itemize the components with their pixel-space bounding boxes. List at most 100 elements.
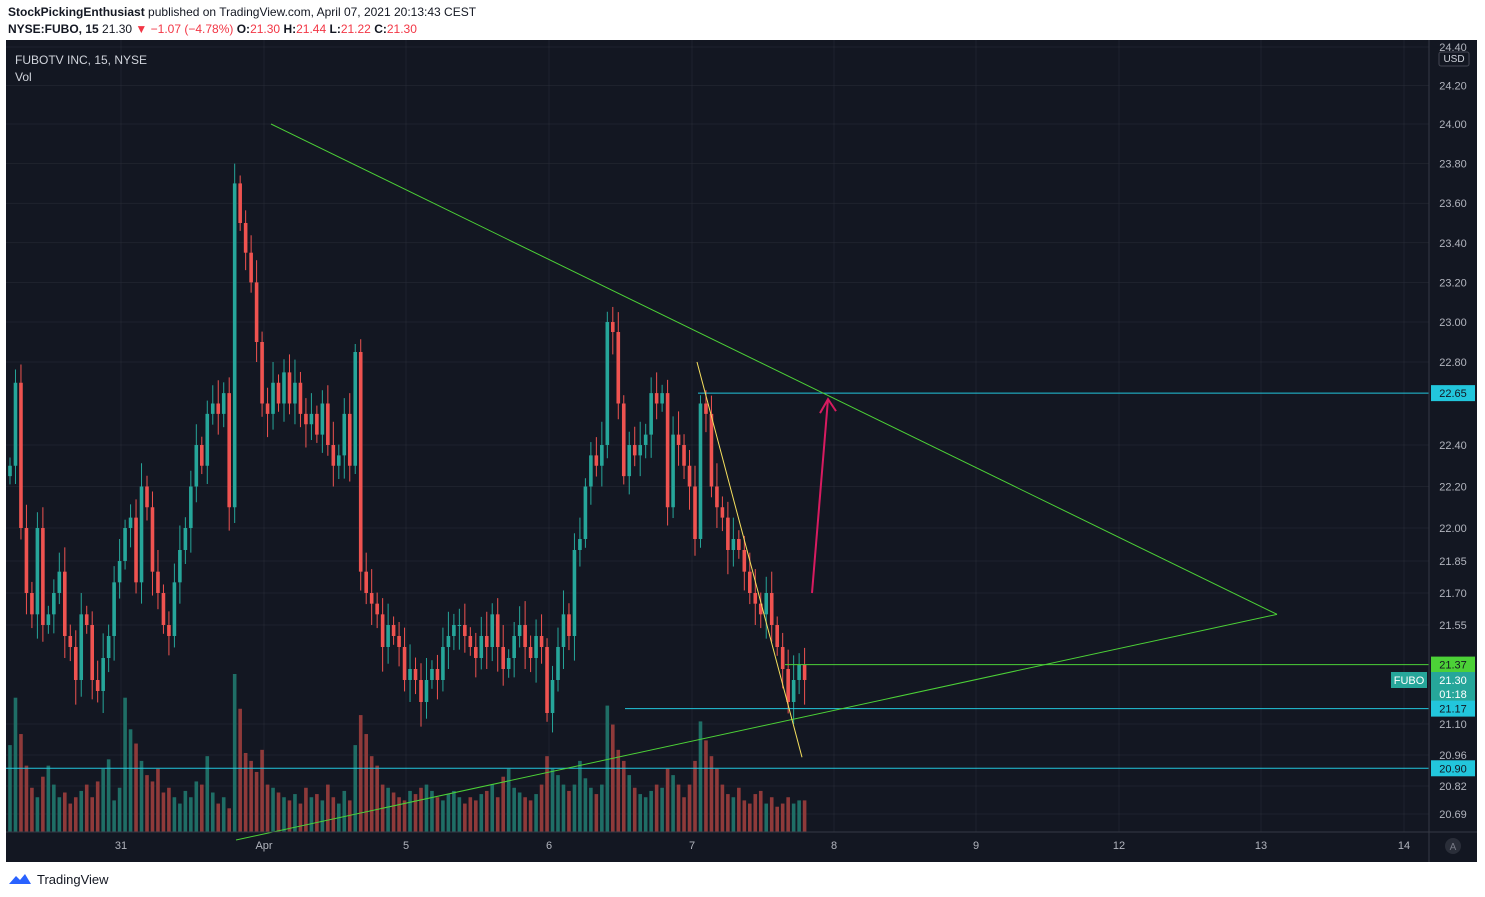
volume-bar: [715, 768, 719, 832]
candle-body: [545, 647, 549, 713]
volume-bar: [304, 787, 308, 832]
volume-bar: [594, 794, 599, 832]
volume-bar: [172, 797, 177, 832]
candle-body: [561, 614, 566, 647]
candle-body: [342, 413, 347, 456]
volume-bar: [709, 756, 714, 832]
volume-bar: [693, 760, 697, 832]
volume-bar: [326, 784, 330, 832]
price-level-label-bg: [1431, 700, 1475, 717]
candle-body: [775, 625, 779, 647]
price-tick-label: 23.20: [1439, 277, 1467, 289]
candle-body: [200, 445, 204, 466]
price-level-label: 20.90: [1439, 763, 1467, 775]
triangle-lower-trendline[interactable]: [235, 613, 1278, 841]
triangle-upper-trendline[interactable]: [270, 123, 1278, 615]
volume-bar: [786, 797, 790, 832]
candle-body: [430, 669, 434, 680]
publish-info: published on TradingView.com, April 07, …: [148, 5, 477, 19]
candle-body: [583, 486, 588, 539]
volume-bar: [769, 797, 774, 832]
volume-bar: [539, 784, 544, 832]
volume-bar: [35, 797, 40, 832]
candle-body: [106, 636, 111, 658]
candle-body: [665, 393, 670, 508]
time-axis[interactable]: 31 Apr 5 6 7 8 9 12 13 14: [115, 840, 1410, 852]
volume-bar: [358, 715, 363, 832]
candle-body: [304, 413, 308, 425]
volume-bar: [430, 790, 434, 832]
auto-scale-icon[interactable]: A: [1450, 842, 1457, 853]
candle-body: [112, 582, 116, 636]
candlestick-chart[interactable]: 24.40 24.20 24.00 23.80 23.60 23.40 23.20 23.00…: [6, 40, 1477, 862]
volume-bar: [419, 787, 423, 832]
candle-body: [178, 550, 182, 583]
volume-bar: [123, 697, 127, 832]
volume-bar: [791, 803, 796, 832]
volume-bar: [254, 771, 259, 832]
volume-bar: [704, 740, 708, 832]
candle-body: [698, 403, 703, 539]
price-level-label-bg: [1431, 385, 1475, 402]
volume-bar: [726, 794, 730, 832]
volume-bar: [758, 790, 763, 832]
candle-body: [79, 614, 84, 680]
volume-bar: [386, 787, 390, 832]
author-name[interactable]: StockPickingEnthusiast: [8, 5, 145, 19]
volume-bar: [216, 803, 221, 832]
candle-body: [46, 614, 51, 625]
candle-body: [205, 413, 210, 466]
volume-bar: [479, 794, 484, 832]
currency-label: USD: [1443, 54, 1464, 65]
currency-badge: [1438, 51, 1470, 67]
volume-bar: [512, 787, 516, 832]
volume-bar: [30, 787, 34, 832]
projection-arrow-head[interactable]: [819, 397, 837, 414]
chart-background: [6, 40, 1477, 862]
tradingview-logo-icon[interactable]: [8, 872, 32, 886]
volume-bar: [556, 775, 560, 832]
candle-body: [189, 486, 193, 528]
candle-body: [457, 625, 462, 626]
volume-bar: [441, 800, 445, 832]
volume-bar: [753, 794, 758, 832]
candle-body: [375, 603, 379, 615]
open-value: 21.30: [250, 22, 281, 36]
price-tick-label: 22.00: [1439, 523, 1467, 535]
time-tick-label: 5: [403, 840, 409, 852]
volume-bar: [589, 787, 593, 832]
volume-bar: [194, 781, 199, 832]
candle-body: [441, 647, 445, 680]
projection-arrow-shaft[interactable]: [811, 399, 829, 594]
candle-body: [523, 625, 527, 647]
auto-scale-button[interactable]: [1445, 838, 1461, 854]
volume-bar: [578, 760, 582, 832]
tradingview-brand[interactable]: TradingView: [37, 871, 109, 887]
price-axis[interactable]: 24.40 24.20 24.00 23.80 23.60 23.40 23.20 23.00…: [1439, 42, 1467, 821]
time-tick-label: 6: [546, 840, 552, 852]
price-level-label: 21.17: [1439, 704, 1467, 716]
volume-bar: [632, 787, 637, 832]
candle-body: [347, 413, 352, 466]
chart-frame[interactable]: 24.40 24.20 24.00 23.80 23.60 23.40 23.20 23.00…: [6, 40, 1477, 862]
candle-body: [446, 636, 451, 647]
yellow-trendline[interactable]: [696, 361, 803, 758]
candle-body: [391, 625, 396, 636]
volume-bar: [643, 797, 648, 832]
candle-body: [326, 403, 330, 445]
volume-bar: [210, 792, 215, 832]
candles: [8, 163, 807, 733]
candle-body: [13, 382, 18, 466]
price-level-label-bg: [1431, 760, 1475, 777]
candle-body: [572, 550, 577, 636]
price-tick-label: 22.20: [1439, 482, 1467, 494]
price-level-label: 21.37: [1439, 660, 1467, 672]
price-level-label: 22.65: [1439, 388, 1467, 400]
candle-body: [676, 434, 681, 445]
volume-bar: [802, 800, 807, 832]
price-tick-label: 20.69: [1439, 809, 1467, 821]
volume-bar: [189, 797, 193, 832]
candle-body: [386, 625, 390, 647]
volume-bar: [671, 775, 675, 832]
candle-body: [611, 322, 615, 332]
